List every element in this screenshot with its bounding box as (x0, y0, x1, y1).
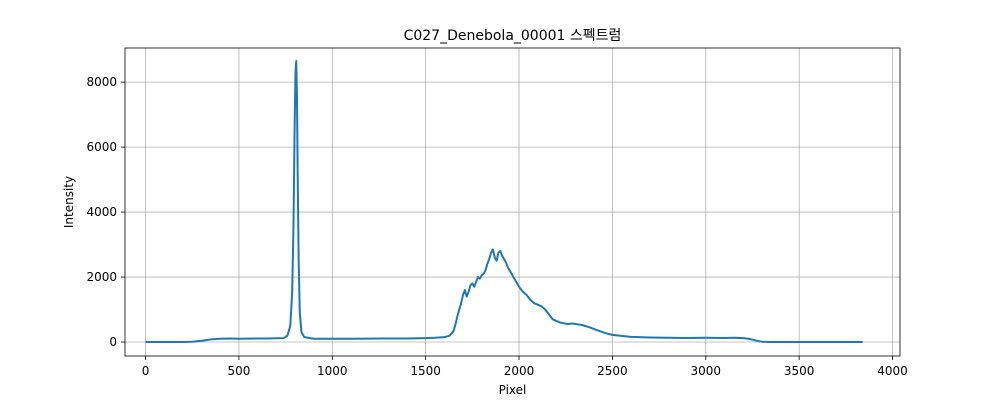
x-axis-label: Pixel (499, 383, 527, 397)
grid-lines (125, 48, 900, 356)
x-tick-label: 500 (227, 364, 250, 378)
x-tick-label: 4000 (877, 364, 908, 378)
y-tick-label: 2000 (86, 270, 117, 284)
x-tick-label: 2500 (597, 364, 628, 378)
x-tick-label: 1500 (410, 364, 441, 378)
x-tick-label: 0 (142, 364, 150, 378)
x-tick-label: 3500 (784, 364, 815, 378)
x-tick-label: 1000 (317, 364, 348, 378)
y-tick-label: 4000 (86, 205, 117, 219)
y-tick-label: 6000 (86, 140, 117, 154)
x-tick-label: 2000 (504, 364, 535, 378)
x-tick-label: 3000 (691, 364, 722, 378)
plot-frame (124, 47, 901, 357)
y-axis-ticks: 0 2000 4000 6000 8000 (86, 75, 125, 349)
y-tick-label: 8000 (86, 75, 117, 89)
x-axis-ticks: 0 500 1000 1500 2000 2500 3000 3500 4000 (142, 356, 908, 378)
y-tick-label: 0 (109, 335, 117, 349)
spectrum-series-line (145, 60, 863, 344)
y-axis-label: Intensity (62, 176, 76, 228)
chart-title: C027_Denebola_00001 스펙트럼 (404, 28, 622, 44)
